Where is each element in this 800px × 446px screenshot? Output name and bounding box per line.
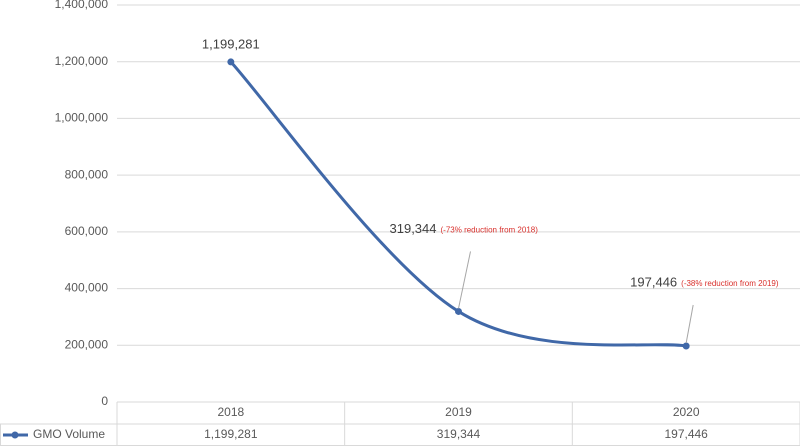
table-value: 197,446 — [664, 427, 708, 441]
data-label: 197,446 — [630, 274, 677, 289]
y-tick-label: 800,000 — [65, 167, 109, 181]
point — [227, 58, 235, 66]
annotation: (-38% reduction from 2019) — [681, 279, 779, 288]
point — [682, 342, 690, 350]
y-tick-label: 200,000 — [65, 337, 109, 351]
leader-line — [685, 304, 694, 344]
leader-line — [458, 251, 471, 309]
data-label: 1,199,281 — [202, 36, 260, 51]
y-tick-label: 0 — [101, 394, 108, 408]
y-tick-label: 1,000,000 — [55, 111, 109, 125]
table-value: 1,199,281 — [204, 427, 258, 441]
y-tick-label: 1,400,000 — [55, 0, 109, 11]
x-tick-label: 2018 — [217, 405, 244, 419]
data-label: 319,344 — [390, 221, 437, 236]
series-line — [229, 60, 687, 348]
point — [455, 307, 462, 315]
y-tick-label: 1,200,000 — [55, 54, 109, 68]
legend-label: GMO Volume — [33, 427, 105, 441]
table-value: 319,344 — [437, 427, 481, 441]
x-tick-label: 2019 — [445, 405, 472, 419]
x-tick-label: 2020 — [673, 405, 700, 419]
legend-marker — [11, 431, 19, 439]
y-tick-label: 600,000 — [65, 224, 109, 238]
annotation: (-73% reduction from 2018) — [441, 226, 539, 235]
y-tick-label: 400,000 — [65, 281, 109, 295]
